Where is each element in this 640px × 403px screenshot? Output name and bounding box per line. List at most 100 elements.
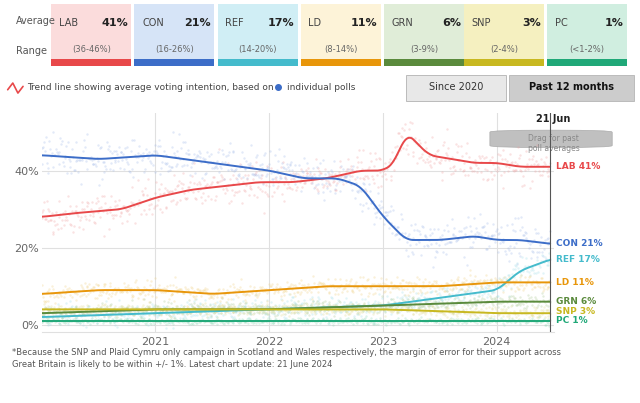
Point [360,315,370,322]
Point [236,276,246,283]
Point [67,310,77,316]
Point [258,319,268,325]
Point [358,175,369,182]
Point [234,316,244,322]
Point [276,303,287,310]
Point [340,316,351,322]
Point [81,307,91,314]
Point [262,297,273,303]
Point [366,304,376,311]
Point [515,302,525,309]
Point [349,312,359,319]
Point [516,214,527,220]
Point [132,285,143,291]
Point [472,278,483,285]
Point [297,183,307,190]
Point [342,309,353,316]
Point [136,152,146,158]
Point [294,162,304,168]
Point [68,223,79,229]
Point [451,285,461,291]
Point [358,308,369,315]
Point [145,320,156,326]
Point [319,305,330,311]
Point [388,318,398,324]
Point [192,181,202,188]
Point [518,287,528,293]
Point [392,284,403,291]
Point [46,318,56,324]
Point [266,308,276,315]
Point [255,283,265,290]
Point [397,286,407,293]
Point [474,152,484,159]
Point [442,279,452,286]
Point [200,183,210,189]
Point [148,162,158,168]
Point [422,294,432,301]
Point [381,175,392,182]
Point [94,316,104,322]
Point [355,273,365,280]
Point [273,305,283,312]
Point [246,186,257,193]
Point [433,226,444,232]
Point [341,174,351,180]
Point [351,320,362,326]
Point [474,308,484,315]
Point [387,285,397,291]
Point [171,201,181,208]
Point [159,305,169,312]
Point [288,301,298,308]
Point [78,311,88,318]
Point [431,247,442,254]
Point [151,312,161,318]
Point [274,317,284,324]
Point [255,303,265,310]
Point [427,288,437,295]
Point [296,318,306,325]
Point [47,310,58,316]
Point [246,303,257,310]
Point [538,168,548,174]
Point [336,306,346,312]
Point [100,305,110,312]
Point [400,292,410,298]
Point [142,151,152,158]
Point [188,189,198,195]
Point [239,154,249,161]
Point [50,152,60,158]
Point [463,309,474,315]
Point [511,277,522,284]
Point [336,317,346,323]
Point [357,307,367,314]
Point [458,168,468,174]
Point [382,281,392,288]
Point [317,304,327,310]
Point [345,172,355,179]
Point [42,206,52,212]
Point [278,300,289,307]
Point [264,313,275,320]
Point [36,313,47,320]
Point [536,258,546,264]
Point [426,289,436,295]
Point [305,169,315,176]
Point [427,281,437,287]
Point [405,289,415,295]
Point [242,306,252,312]
Point [345,278,355,284]
Point [522,255,532,262]
Point [354,187,364,193]
Point [187,303,197,309]
Point [187,285,197,291]
Point [51,293,61,299]
Point [300,310,310,316]
Point [504,296,515,302]
Point [156,170,166,177]
Point [510,287,520,294]
Point [49,291,59,297]
Point [186,310,196,316]
Point [192,152,202,158]
Point [325,303,335,309]
